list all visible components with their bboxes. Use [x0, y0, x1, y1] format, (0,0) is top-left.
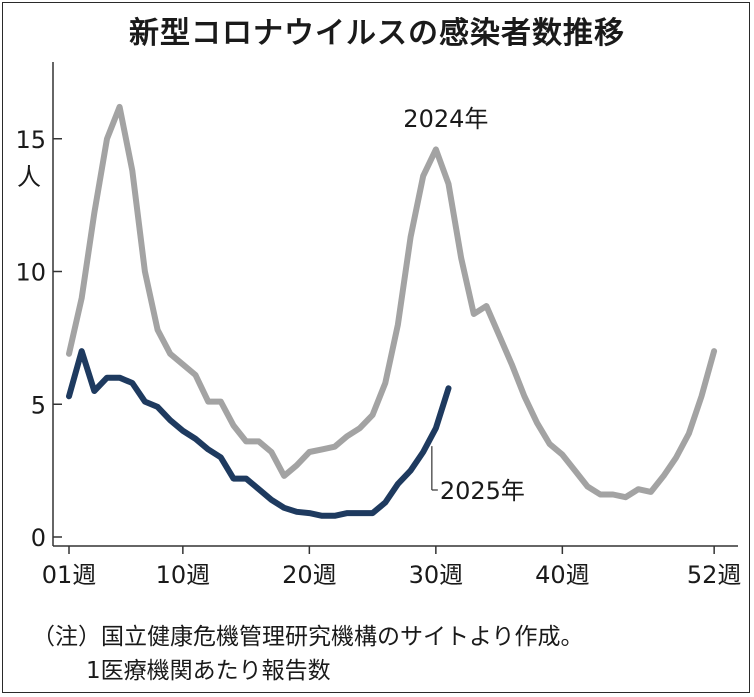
- chart-title: 新型コロナウイルスの感染者数推移: [129, 16, 625, 51]
- series-line-2024: [66, 103, 718, 501]
- x-tick-label: 01週: [42, 561, 97, 589]
- y-tick-label: 10: [15, 259, 46, 287]
- y-tick-label: 5: [31, 391, 46, 419]
- y-axis-unit: 人: [17, 163, 41, 191]
- y-tick-label: 15: [15, 126, 46, 154]
- axes: [52, 62, 738, 554]
- axis-labels: 0 5 10 15 人 01週 10週 20週 30週 40週 52週 2024年 2025年: [15, 105, 741, 589]
- source-note: （注）国立健康危機管理研究機構のサイトより作成。: [32, 624, 584, 650]
- series-line-2025: [66, 348, 452, 519]
- y-tick-label: 0: [31, 524, 46, 552]
- x-tick-label: 52週: [687, 561, 742, 589]
- x-tick-label: 30週: [409, 561, 464, 589]
- x-tick-label: 20週: [282, 561, 337, 589]
- series-label-2025: 2025年: [440, 477, 525, 505]
- series-lines: [66, 103, 718, 519]
- x-tick-label: 40週: [535, 561, 590, 589]
- unit-note: 1医療機関あたり報告数: [86, 658, 331, 684]
- x-tick-label: 10週: [156, 561, 211, 589]
- series-label-2024: 2024年: [403, 105, 488, 133]
